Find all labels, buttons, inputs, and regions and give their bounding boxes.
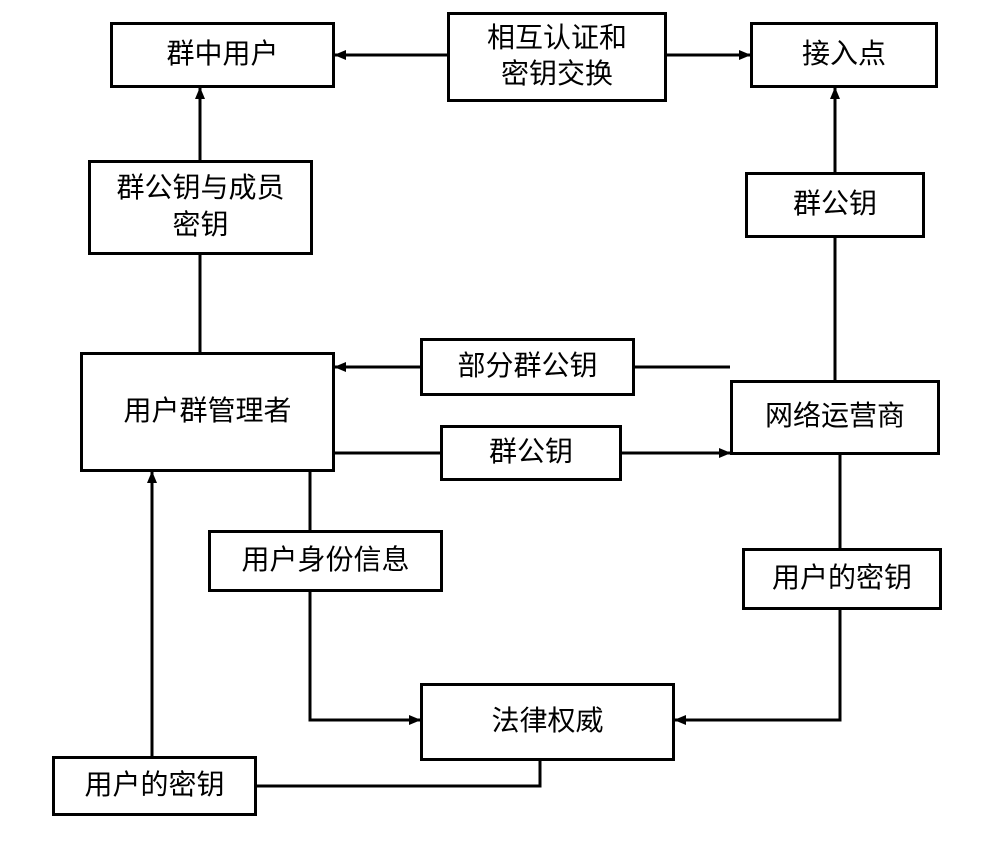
node-group_user: 群中用户 [110, 22, 335, 88]
node-partial_group_pub: 部分群公钥 [420, 338, 635, 396]
node-user_identity: 用户身份信息 [208, 530, 443, 592]
node-group_pub_mid: 群公钥 [440, 425, 622, 481]
node-legal_authority: 法律权威 [420, 683, 675, 761]
node-user_key_left: 用户的密钥 [52, 756, 257, 816]
node-group_pub_member: 群公钥与成员 密钥 [88, 160, 313, 255]
diagram-canvas: 群中用户相互认证和 密钥交换接入点群公钥与成员 密钥群公钥部分群公钥用户群管理者… [0, 0, 1000, 848]
edge-14 [257, 761, 540, 786]
node-mutual_auth: 相互认证和 密钥交换 [447, 12, 667, 102]
node-access_point: 接入点 [750, 22, 938, 88]
node-group_pub_right: 群公钥 [745, 172, 925, 238]
edge-11 [310, 592, 420, 720]
node-network_operator: 网络运营商 [730, 380, 940, 455]
edge-13 [675, 610, 840, 720]
node-user_key_right: 用户的密钥 [742, 548, 942, 610]
node-user_group_mgr: 用户群管理者 [80, 352, 335, 472]
